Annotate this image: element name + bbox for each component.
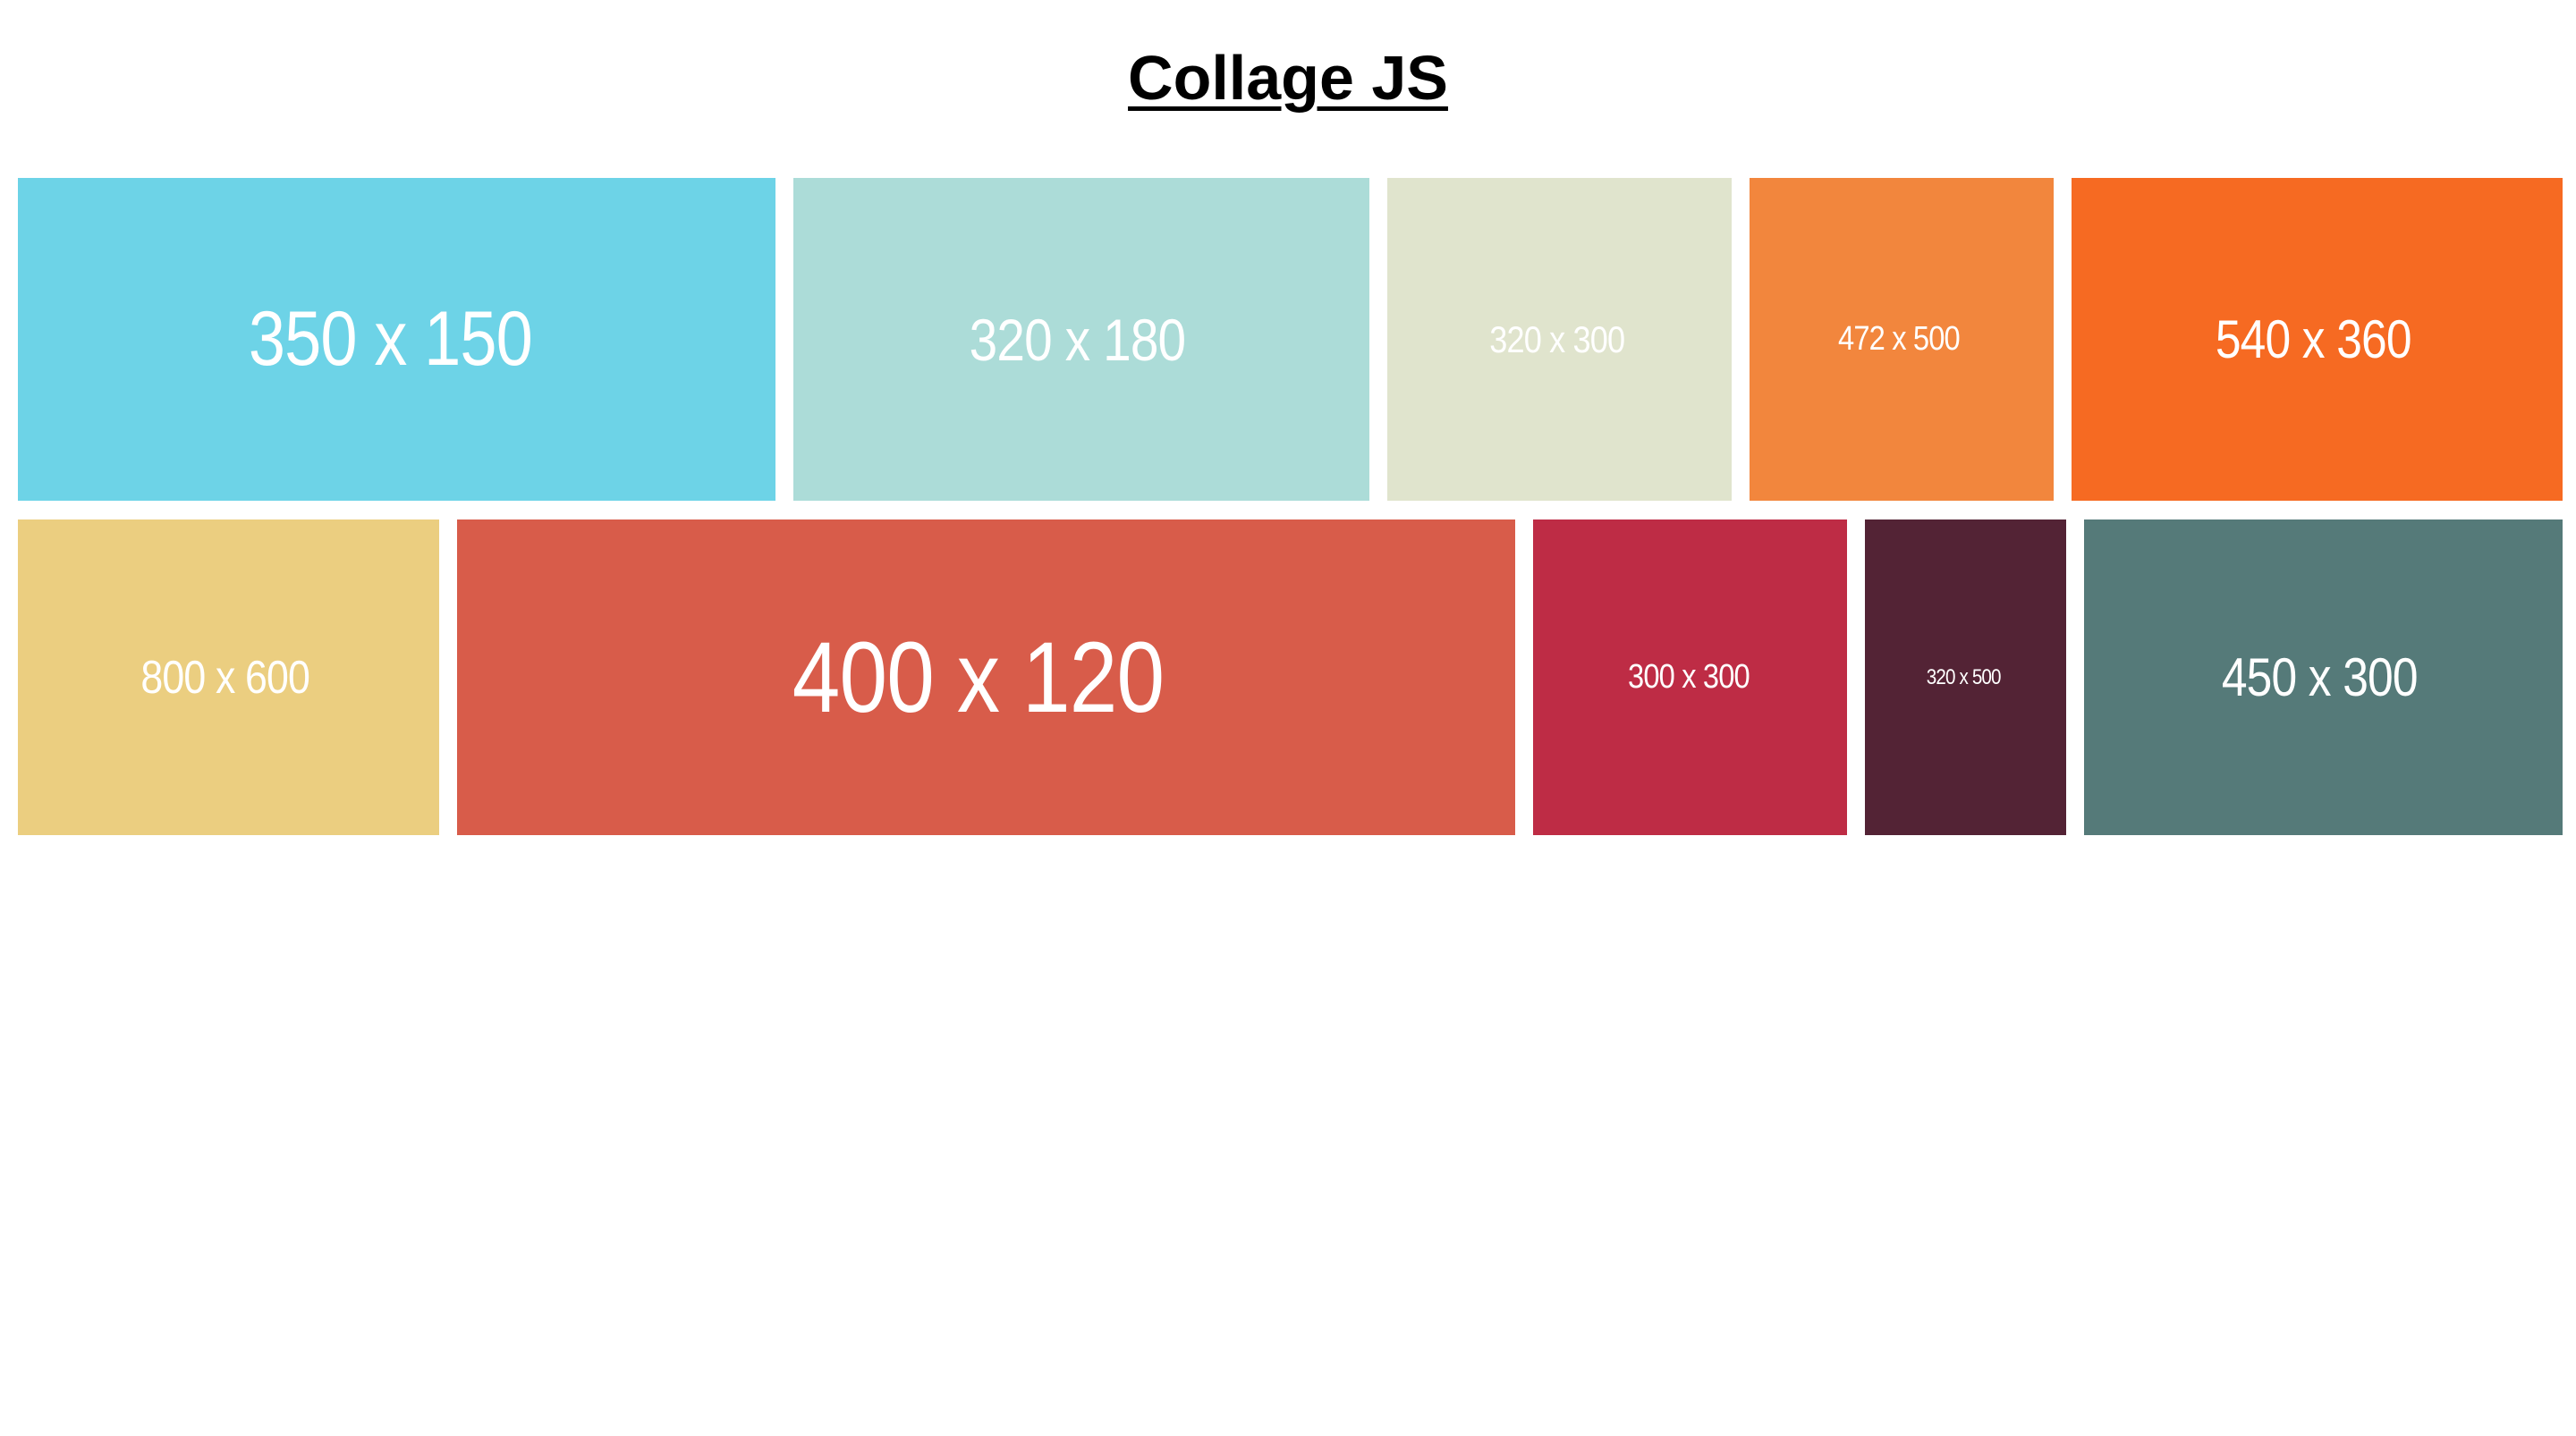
- image-placeholder-label: 800 x 600: [140, 651, 310, 704]
- collage-image[interactable]: 350 x 150: [18, 178, 775, 501]
- image-placeholder-label: 540 x 360: [2216, 309, 2412, 369]
- collage-image[interactable]: 320 x 500: [1865, 519, 2066, 835]
- collage-image[interactable]: 320 x 180: [793, 178, 1369, 501]
- collage-image[interactable]: 320 x 300: [1387, 178, 1732, 501]
- page-title: Collage JS: [1128, 43, 1448, 113]
- collage-image[interactable]: 450 x 300: [2084, 519, 2563, 835]
- collage-image[interactable]: 540 x 360: [2072, 178, 2563, 501]
- image-placeholder-label: 300 x 300: [1627, 658, 1750, 696]
- image-placeholder-label: 400 x 120: [792, 621, 1165, 733]
- collage-image[interactable]: 400 x 120: [457, 519, 1515, 835]
- collage-image[interactable]: 472 x 500: [1750, 178, 2054, 501]
- image-placeholder-label: 350 x 150: [248, 296, 533, 382]
- image-placeholder-label: 320 x 300: [1489, 317, 1625, 360]
- image-placeholder-label: 320 x 500: [1927, 664, 2002, 689]
- collage-image[interactable]: 800 x 600: [18, 519, 439, 835]
- image-placeholder-label: 450 x 300: [2222, 647, 2419, 707]
- image-placeholder-label: 320 x 180: [969, 306, 1185, 373]
- image-placeholder-label: 472 x 500: [1838, 320, 1961, 358]
- collage-image[interactable]: 300 x 300: [1533, 519, 1847, 835]
